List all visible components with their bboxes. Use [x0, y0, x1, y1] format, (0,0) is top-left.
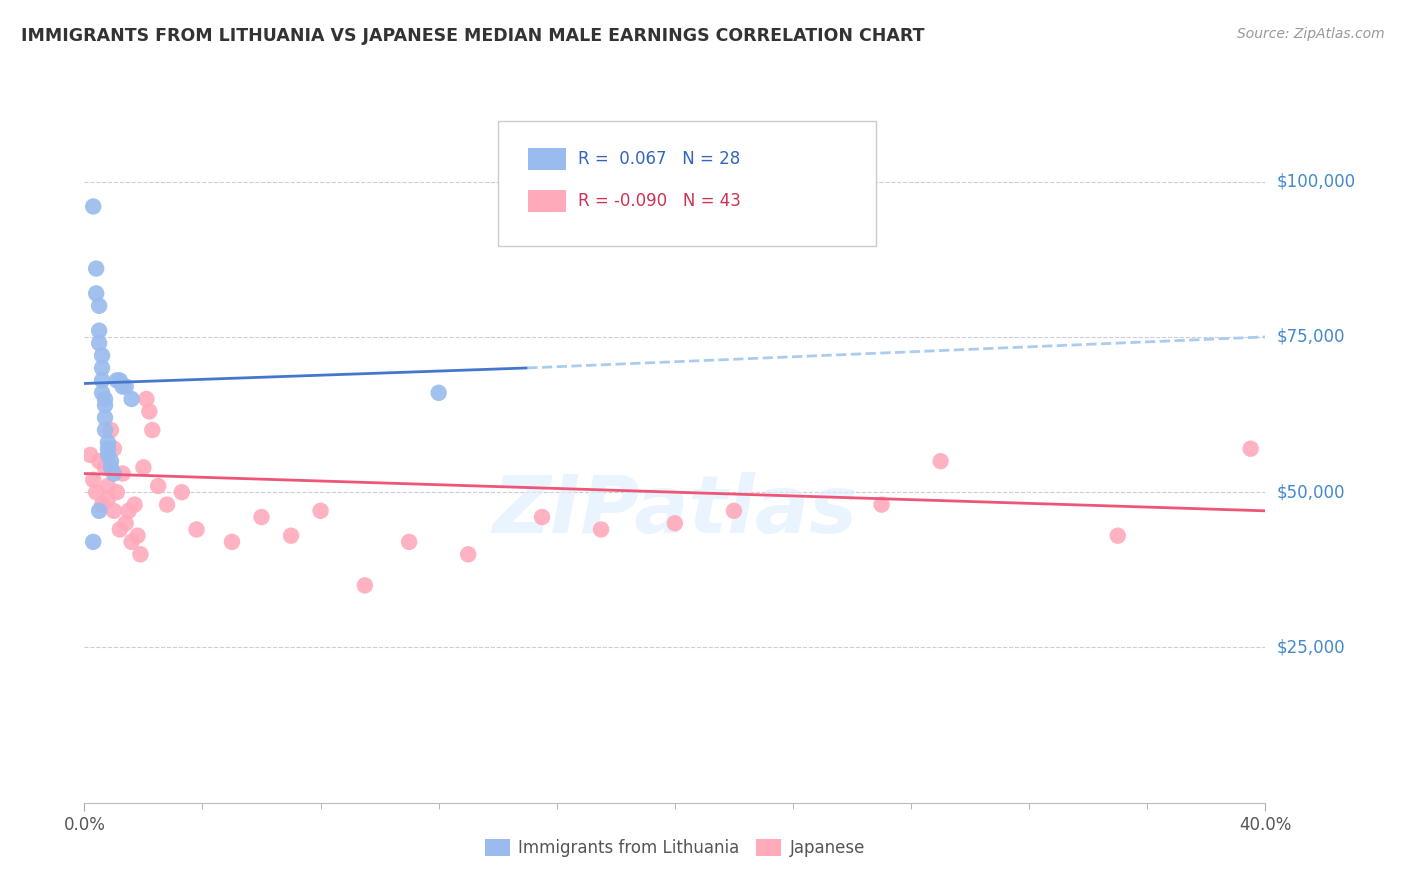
Point: [148, 479, 170, 493]
Point: [530, 510, 553, 524]
Point: [87, 336, 111, 351]
Point: [79, 448, 101, 462]
Point: [156, 498, 179, 512]
Point: [87, 324, 111, 338]
Text: Source: ZipAtlas.com: Source: ZipAtlas.com: [1237, 27, 1385, 41]
Point: [121, 392, 143, 406]
Point: [723, 504, 745, 518]
Point: [91, 360, 114, 375]
Point: [114, 516, 136, 531]
FancyBboxPatch shape: [529, 148, 567, 170]
Point: [100, 454, 122, 468]
Point: [121, 534, 143, 549]
Text: $50,000: $50,000: [1277, 483, 1346, 501]
Point: [91, 349, 114, 363]
Point: [427, 385, 450, 400]
Point: [309, 504, 332, 518]
Text: $75,000: $75,000: [1277, 328, 1346, 346]
Point: [87, 299, 111, 313]
Point: [280, 529, 302, 543]
Point: [100, 460, 122, 475]
Point: [135, 392, 157, 406]
Point: [114, 379, 136, 393]
Point: [398, 534, 420, 549]
Point: [94, 392, 117, 406]
Point: [186, 523, 208, 537]
Point: [138, 404, 160, 418]
Point: [91, 373, 114, 387]
Point: [250, 510, 273, 524]
Point: [103, 467, 125, 481]
Point: [97, 435, 120, 450]
Text: R = -0.090   N = 43: R = -0.090 N = 43: [578, 192, 741, 210]
Point: [870, 498, 893, 512]
Point: [103, 504, 125, 518]
Point: [87, 504, 111, 518]
Point: [111, 467, 134, 481]
Point: [94, 423, 117, 437]
Point: [82, 473, 104, 487]
Point: [591, 523, 613, 537]
Point: [84, 261, 107, 276]
Point: [170, 485, 193, 500]
Text: $25,000: $25,000: [1277, 639, 1346, 657]
Point: [105, 373, 128, 387]
Text: IMMIGRANTS FROM LITHUANIA VS JAPANESE MEDIAN MALE EARNINGS CORRELATION CHART: IMMIGRANTS FROM LITHUANIA VS JAPANESE ME…: [21, 27, 925, 45]
Point: [84, 286, 107, 301]
Text: ZIPatlas: ZIPatlas: [492, 472, 858, 549]
Point: [141, 423, 163, 437]
Point: [94, 410, 117, 425]
FancyBboxPatch shape: [529, 190, 567, 212]
Point: [97, 491, 120, 506]
Point: [94, 398, 117, 412]
Point: [108, 523, 131, 537]
Point: [103, 442, 125, 456]
Legend: Immigrants from Lithuania, Japanese: Immigrants from Lithuania, Japanese: [478, 832, 872, 864]
Point: [929, 454, 952, 468]
Point: [94, 460, 117, 475]
Point: [457, 547, 479, 561]
FancyBboxPatch shape: [498, 121, 876, 246]
Point: [1240, 442, 1263, 456]
Point: [221, 534, 243, 549]
Point: [100, 423, 122, 437]
Point: [132, 460, 155, 475]
Point: [124, 498, 146, 512]
Point: [82, 534, 104, 549]
Point: [97, 448, 120, 462]
Point: [105, 485, 128, 500]
Point: [87, 454, 111, 468]
Point: [97, 442, 120, 456]
Point: [1107, 529, 1129, 543]
Point: [129, 547, 152, 561]
Point: [118, 504, 141, 518]
Point: [664, 516, 686, 531]
Text: $100,000: $100,000: [1277, 172, 1355, 191]
Point: [91, 385, 114, 400]
Point: [354, 578, 377, 592]
Point: [82, 199, 104, 213]
Point: [84, 485, 107, 500]
Point: [97, 479, 120, 493]
Point: [111, 379, 134, 393]
Point: [91, 498, 114, 512]
Point: [108, 373, 131, 387]
Text: R =  0.067   N = 28: R = 0.067 N = 28: [578, 150, 741, 169]
Point: [127, 529, 149, 543]
